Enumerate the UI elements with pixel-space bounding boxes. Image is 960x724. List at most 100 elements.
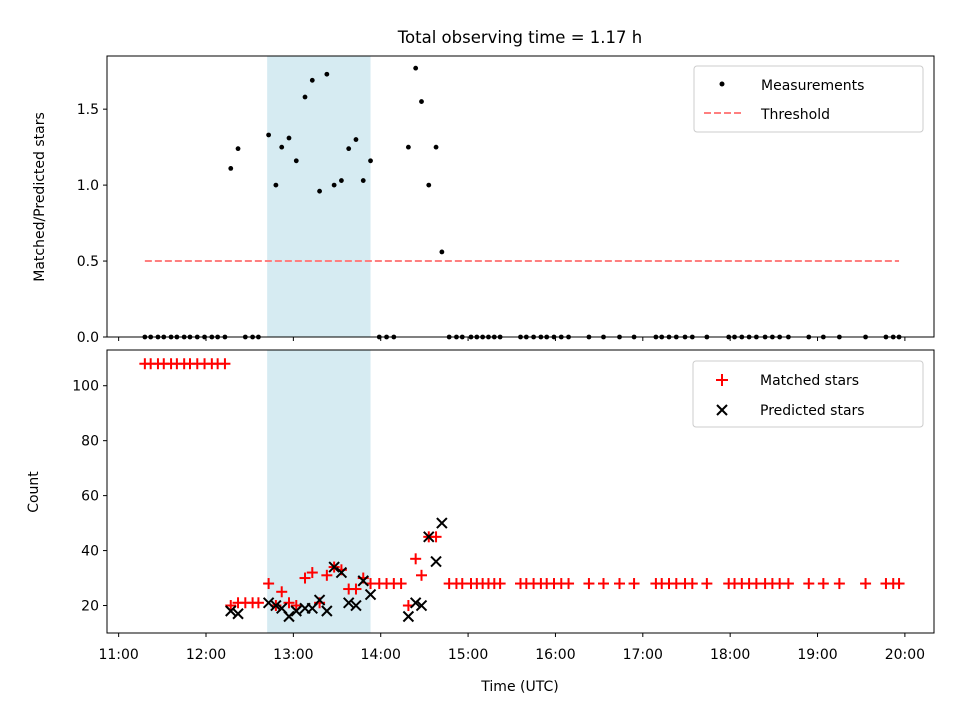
predicted-star-point — [415, 599, 428, 612]
matched-star-point — [686, 578, 698, 590]
ytick-label: 0.0 — [77, 330, 99, 346]
measurement-point — [331, 182, 337, 188]
measurement-point — [317, 188, 322, 194]
matched-star-point — [860, 578, 872, 590]
matched-star-point — [817, 578, 829, 590]
matched-star-point — [893, 578, 905, 590]
measurement-point — [228, 166, 234, 171]
matched-star-point — [350, 583, 362, 595]
shaded-span — [267, 350, 371, 633]
measurement-point — [302, 94, 308, 100]
measurement-point — [368, 158, 373, 164]
legend-measurements-label: Measurements — [761, 78, 864, 94]
ytick-label: 0.5 — [77, 254, 99, 270]
matched-star-point — [628, 578, 640, 590]
predicted-star-point — [423, 531, 435, 543]
predicted-star-point — [270, 599, 282, 612]
xtick-label: 14:00 — [361, 647, 401, 663]
bottom-ylabel: Count — [26, 471, 42, 513]
bottom-axis-ticks: 20 40 60 80 100 11:00 12:00 13:00 14:00 15:00 16:0… — [72, 379, 925, 663]
predicted-star-point — [262, 597, 275, 609]
matched-star-point — [252, 597, 264, 609]
measurement-point — [286, 135, 292, 141]
xtick-label: 18:00 — [710, 647, 750, 663]
predicted-star-point — [290, 605, 302, 617]
legend-predicted-marker — [716, 404, 728, 416]
ytick-label: 80 — [81, 434, 99, 450]
measurement-point — [324, 71, 330, 77]
predicted-star-point — [430, 555, 442, 568]
ytick-label: 40 — [81, 544, 99, 560]
ytick-label: 1.5 — [77, 102, 99, 118]
measurement-point — [279, 144, 285, 150]
xtick-label: 20:00 — [885, 647, 925, 663]
matched-star-points — [139, 358, 905, 612]
predicted-star-point — [357, 575, 369, 587]
predicted-star-point — [402, 610, 415, 623]
measurement-point — [360, 178, 366, 183]
measurement-point — [353, 137, 359, 142]
xtick-label: 16:00 — [535, 647, 575, 663]
matched-star-point — [430, 531, 442, 543]
predicted-star-point — [350, 599, 362, 612]
matched-star-point — [321, 569, 333, 581]
matched-star-point — [395, 578, 407, 590]
predicted-star-point — [364, 588, 377, 601]
legend-threshold-label: Threshold — [760, 107, 830, 123]
legend-measurements-marker — [719, 81, 725, 87]
predicted-star-point — [342, 597, 355, 609]
measurement-point — [433, 144, 439, 150]
measurement-point — [426, 182, 432, 188]
predicted-star-point — [232, 608, 244, 620]
measurement-point — [419, 99, 424, 104]
measurement-point — [235, 146, 241, 152]
matched-star-point — [833, 578, 845, 590]
matched-star-point — [290, 600, 302, 612]
chart-title: Total observing time = 1.17 h — [397, 28, 642, 47]
measurement-point — [339, 178, 344, 183]
predicted-star-point — [313, 594, 326, 606]
matched-star-point — [583, 578, 595, 590]
predicted-star-points — [225, 517, 448, 623]
legend-matched-label: Matched stars — [760, 373, 859, 389]
matched-star-point — [219, 358, 231, 370]
predicted-star-point — [283, 610, 295, 623]
measurement-point — [273, 182, 279, 188]
matched-star-point — [276, 586, 288, 598]
predicted-star-point — [328, 561, 340, 573]
predicted-star-point — [321, 605, 333, 617]
xtick-label: 12:00 — [186, 647, 226, 663]
top-axes-frame — [106, 55, 935, 338]
top-ylabel: Matched/Predicted stars — [32, 112, 48, 282]
matched-star-point — [597, 578, 609, 590]
bottom-axes-frame — [106, 349, 935, 634]
legend-matched-marker — [716, 374, 728, 386]
bottom-xlabel: Time (UTC) — [480, 679, 558, 695]
predicted-star-point — [335, 566, 348, 579]
measurement-point — [309, 77, 315, 83]
ytick-label: 60 — [81, 489, 99, 505]
top-axis-ticks: 0.0 0.5 1.0 1.5 — [77, 102, 906, 346]
top-shaded-span — [267, 56, 371, 337]
matched-star-point — [494, 578, 506, 590]
matched-star-point — [306, 567, 318, 579]
matched-star-point — [283, 597, 295, 609]
bottom-legend-box — [692, 360, 924, 428]
measurement-point — [405, 144, 411, 150]
measurement-point — [413, 65, 419, 71]
predicted-star-point — [225, 605, 237, 617]
ytick-label: 1.0 — [77, 178, 99, 194]
xtick-label: 17:00 — [623, 647, 663, 663]
xtick-label: 19:00 — [797, 647, 837, 663]
matched-star-point — [803, 578, 815, 590]
measurement-point — [346, 146, 352, 152]
measurement-point — [293, 158, 299, 164]
matched-star-point — [701, 578, 713, 590]
bottom-shaded-span — [267, 350, 371, 633]
bottom-legend: Matched stars Predicted stars — [692, 360, 924, 428]
xtick-label: 11:00 — [98, 647, 138, 663]
legend-predicted-label: Predicted stars — [760, 403, 865, 419]
matched-star-point — [299, 572, 311, 584]
